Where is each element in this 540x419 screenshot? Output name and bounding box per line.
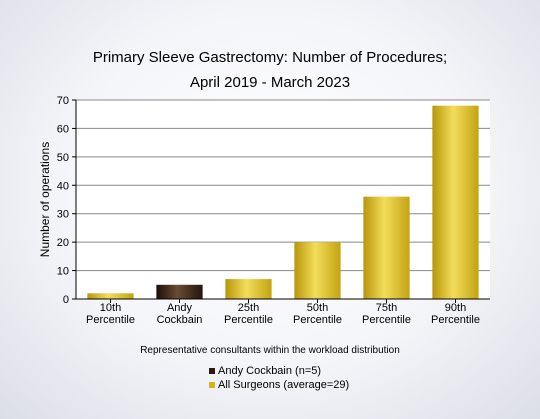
x-tick-label: 25th <box>238 302 259 314</box>
x-axis-label: Representative consultants within the wo… <box>140 345 400 356</box>
bar-75th-percentile <box>363 196 410 299</box>
bar-10th-percentile <box>87 293 134 299</box>
bars <box>87 105 479 299</box>
chart-title-line-2: April 2019 - March 2023 <box>190 74 350 91</box>
chart-title: Primary Sleeve Gastrectomy: Number of Pr… <box>93 49 447 91</box>
x-tick-label: 50th <box>307 302 328 314</box>
legend-swatch-andy <box>209 368 215 374</box>
bar-25th-percentile <box>225 279 272 299</box>
y-tick-label: 20 <box>57 237 69 249</box>
legend-label-all-surgeons: All Surgeons (average=29) <box>218 379 350 391</box>
legend: Andy Cockbain (n=5) All Surgeons (averag… <box>209 364 349 392</box>
x-tick-label: Percentile <box>431 314 480 326</box>
y-tick-label: 60 <box>57 123 69 135</box>
x-tick-label: 75th <box>376 302 397 314</box>
x-tick-label: Percentile <box>362 314 411 326</box>
plot-area <box>76 100 490 299</box>
legend-item-all-surgeons: All Surgeons (average=29) <box>209 378 349 392</box>
bar-50th-percentile <box>294 242 341 299</box>
x-tick-label: Andy <box>167 302 193 314</box>
y-tick-label: 10 <box>57 266 69 278</box>
legend-item-andy: Andy Cockbain (n=5) <box>209 364 349 378</box>
grid-lines <box>72 99 490 300</box>
y-tick-label: 40 <box>57 180 69 192</box>
bar-andy-cockbain <box>156 284 203 299</box>
y-tick-label: 30 <box>57 209 69 221</box>
chart-title-line-1: Primary Sleeve Gastrectomy: Number of Pr… <box>93 49 447 66</box>
legend-label-andy: Andy Cockbain (n=5) <box>218 365 322 377</box>
x-tick-label: 10th <box>100 302 121 314</box>
x-tick-labels: 10thPercentileAndyCockbain25thPercentile… <box>86 302 480 326</box>
y-tick-label: 70 <box>57 95 69 107</box>
legend-swatch-all-surgeons <box>209 382 215 388</box>
y-axis-label: Number of operations <box>38 142 52 257</box>
y-tick-label: 0 <box>63 294 69 306</box>
y-tick-label: 50 <box>57 152 69 164</box>
axes <box>75 100 490 303</box>
x-tick-label: Cockbain <box>157 314 203 326</box>
x-tick-label: 90th <box>445 302 466 314</box>
x-tick-label: Percentile <box>224 314 273 326</box>
y-tick-labels: 0 10 20 30 40 50 60 70 <box>57 95 69 306</box>
x-tick-label: Percentile <box>293 314 342 326</box>
x-tick-label: Percentile <box>86 314 135 326</box>
bar-90th-percentile <box>432 105 479 299</box>
